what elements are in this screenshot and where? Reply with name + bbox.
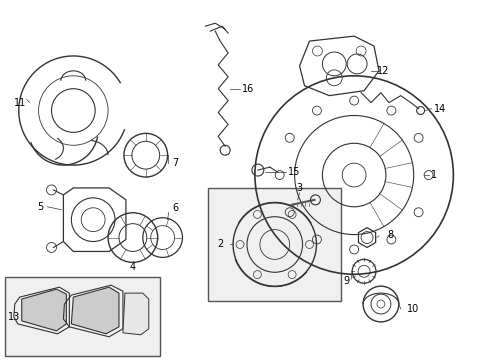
Text: 9: 9	[343, 276, 348, 286]
Text: 13: 13	[7, 312, 20, 322]
Text: 6: 6	[172, 203, 178, 213]
FancyBboxPatch shape	[208, 188, 341, 301]
Text: 11: 11	[14, 98, 26, 108]
Text: 10: 10	[406, 304, 418, 314]
Text: 4: 4	[129, 262, 136, 272]
Text: 16: 16	[242, 84, 254, 94]
Polygon shape	[122, 293, 148, 335]
Text: 1: 1	[429, 170, 436, 180]
Polygon shape	[71, 287, 119, 334]
Text: 8: 8	[386, 230, 392, 239]
FancyBboxPatch shape	[5, 277, 160, 356]
Text: 12: 12	[376, 66, 388, 76]
Text: 3: 3	[296, 183, 302, 193]
Text: 5: 5	[37, 202, 43, 212]
Text: 14: 14	[433, 104, 445, 113]
Polygon shape	[21, 289, 66, 331]
Text: 2: 2	[217, 239, 223, 249]
Text: 15: 15	[287, 167, 300, 177]
Text: 7: 7	[172, 158, 178, 168]
